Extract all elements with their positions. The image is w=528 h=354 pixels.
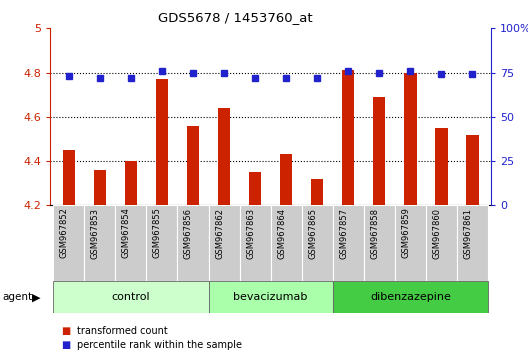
Text: GSM967865: GSM967865 (308, 207, 317, 259)
Text: percentile rank within the sample: percentile rank within the sample (77, 340, 242, 350)
Bar (311, 179, 323, 205)
Bar (426, 205, 457, 281)
Text: GSM967863: GSM967863 (246, 207, 255, 259)
Bar (84, 205, 115, 281)
Bar (146, 205, 177, 281)
Text: bevacizumab: bevacizumab (233, 292, 308, 302)
Bar (209, 281, 333, 313)
Bar (115, 205, 146, 281)
Text: GSM967857: GSM967857 (339, 207, 348, 259)
Bar (364, 205, 395, 281)
Text: ■: ■ (61, 340, 70, 350)
Text: agent: agent (3, 292, 33, 302)
Bar (156, 79, 168, 205)
Text: GSM967864: GSM967864 (277, 207, 286, 259)
Bar (240, 205, 271, 281)
Text: GSM967855: GSM967855 (153, 207, 162, 258)
Bar (249, 172, 261, 205)
Text: GDS5678 / 1453760_at: GDS5678 / 1453760_at (158, 11, 313, 24)
Text: control: control (111, 292, 150, 302)
Text: ▶: ▶ (32, 292, 40, 302)
Text: GSM967861: GSM967861 (464, 207, 473, 259)
Bar (218, 108, 230, 205)
Text: transformed count: transformed count (77, 326, 167, 336)
Bar (93, 170, 106, 205)
Text: GSM967852: GSM967852 (60, 207, 69, 258)
Bar (342, 70, 354, 205)
Bar (209, 205, 240, 281)
Bar (187, 126, 199, 205)
Bar (457, 205, 488, 281)
Text: GSM967853: GSM967853 (91, 207, 100, 259)
Bar (404, 73, 417, 205)
Bar (466, 135, 478, 205)
Text: GSM967856: GSM967856 (184, 207, 193, 259)
Text: GSM967862: GSM967862 (215, 207, 224, 259)
Bar (271, 205, 301, 281)
Bar (280, 154, 293, 205)
Text: GSM967854: GSM967854 (122, 207, 131, 258)
Bar (373, 97, 385, 205)
Bar (333, 205, 364, 281)
Bar (333, 281, 488, 313)
Text: GSM967859: GSM967859 (401, 207, 410, 258)
Bar (177, 205, 209, 281)
Text: dibenzazepine: dibenzazepine (370, 292, 451, 302)
Bar (435, 128, 448, 205)
Bar (125, 161, 137, 205)
Text: GSM967858: GSM967858 (370, 207, 379, 259)
Text: GSM967860: GSM967860 (432, 207, 441, 259)
Bar (395, 205, 426, 281)
Text: ■: ■ (61, 326, 70, 336)
Bar (63, 150, 75, 205)
Bar (53, 281, 209, 313)
Bar (301, 205, 333, 281)
Bar (53, 205, 84, 281)
